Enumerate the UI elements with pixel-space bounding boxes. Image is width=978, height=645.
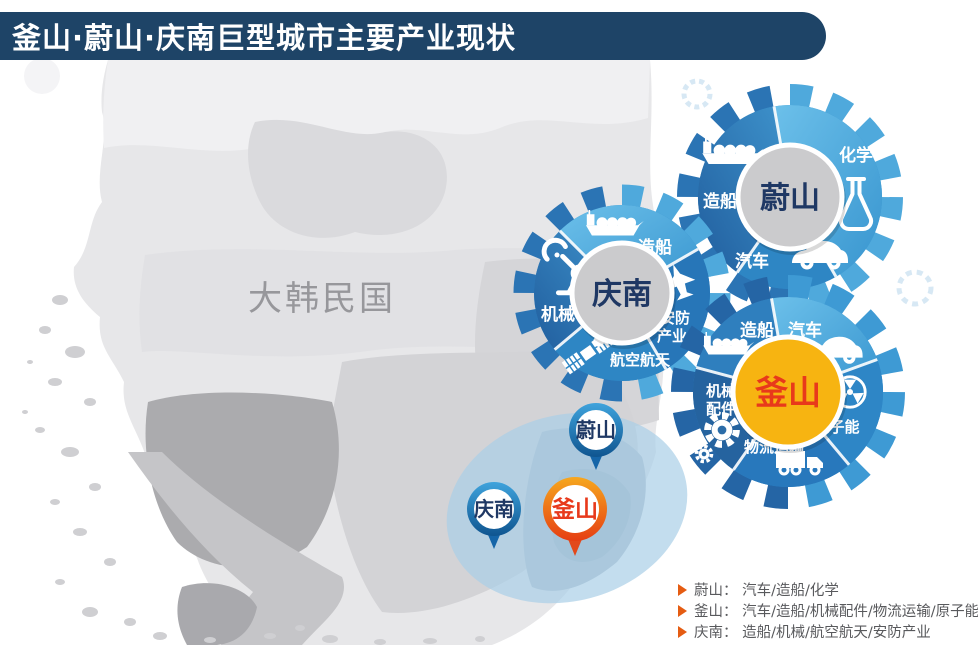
industry-label: 造船 [740,320,774,341]
gear-center [735,142,845,252]
gear-teeth [513,184,623,402]
gear-teeth [671,275,789,509]
city-name: 庆南 [592,277,652,312]
country-label: 大韩民国 [248,279,396,319]
map-islands [22,295,485,645]
title-banner: 釜山·蔚山·庆南巨型城市主要产业现状 [0,12,826,60]
pin-label: 庆南 [474,497,514,521]
pin-label: 蔚山 [576,418,616,442]
legend-item: 庆南： 造船/机械/航空航天/安防产业 [678,622,978,641]
legend-industries: 汽车/造船/化学 [742,583,839,599]
page-title: 釜山·蔚山·庆南巨型城市主要产业现状 [12,21,517,55]
busan-gear: 造船 汽车 机械 配件 物流运输 原子能 釜山 [671,275,905,509]
city-name: 釜山 [754,373,821,412]
legend-item: 釜山： 汽车/造船/机械配件/物流运输/原子能 [678,601,978,620]
map-pin-gyeongnam: 庆南 [467,482,521,549]
legend: 蔚山： 汽车/造船/化学 釜山： 汽车/造船/机械配件/物流运输/原子能 庆南：… [678,580,978,641]
gear-center [569,240,675,346]
pin-label: 釜山 [551,496,598,523]
svg-text:配件: 配件 [706,400,736,418]
gear-teeth [787,275,905,509]
legend-item: 蔚山： 汽车/造船/化学 [678,580,978,599]
triangle-bullet-icon [678,604,687,617]
industry-label: 航空航天 [610,351,671,369]
legend-industries: 造船/机械/航空航天/安防产业 [742,625,931,641]
city-name: 蔚山 [760,181,820,216]
industry-label: 机械 [541,304,575,325]
legend-city: 庆南： [694,625,743,641]
triangle-bullet-icon [678,625,687,638]
gear-teeth [621,184,731,402]
gear-center [730,334,846,450]
map-pin-busan: 釜山 [543,477,607,556]
map-pin-ulsan: 蔚山 [569,403,623,470]
industry-label: 机械 配件 [706,382,736,418]
industry-label: 汽车 [735,251,769,272]
svg-text:机械: 机械 [706,382,736,400]
legend-city: 蔚山： [694,583,743,599]
gear-teeth [789,84,903,310]
triangle-bullet-icon [678,583,687,596]
industry-label: 化学 [839,145,873,166]
legend-industries: 汽车/造船/机械配件/物流运输/原子能 [742,604,978,620]
svg-text:产业: 产业 [657,327,687,345]
decorative-gear-icon [681,78,934,307]
gyeongnam-gear: 造船 机械 航空航天 安防 产业 庆南 [513,184,731,402]
legend-city: 釜山： [694,604,743,620]
industry-label: 造船 [703,191,737,212]
